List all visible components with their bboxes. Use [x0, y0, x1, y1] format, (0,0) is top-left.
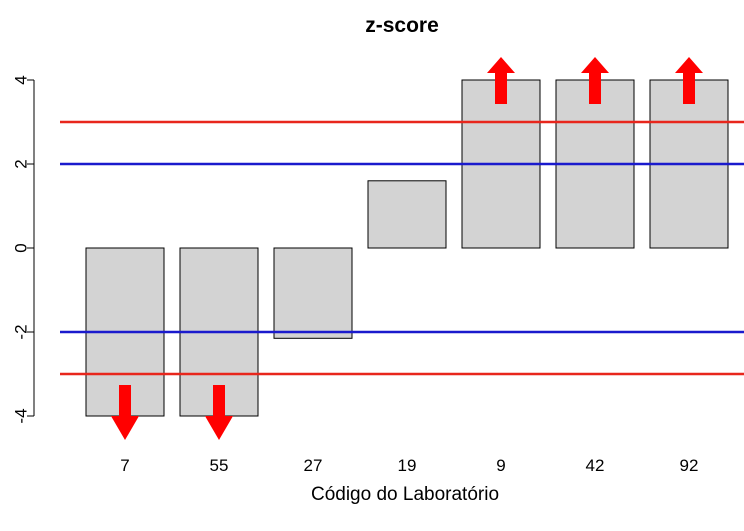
bar-27: [273, 247, 353, 339]
y-tick-label: 0: [12, 243, 31, 252]
x-tick-labels: 7 55 27 19 9 42 92: [120, 456, 698, 475]
arrow-down-7: [111, 385, 139, 440]
x-tick-label-55: 55: [210, 456, 229, 475]
bar-19: [367, 180, 447, 249]
x-tick-label-92: 92: [680, 456, 699, 475]
y-tick-label: -2: [12, 324, 31, 339]
arrow-up-9: [487, 57, 515, 104]
out-of-range-arrows: [111, 57, 703, 440]
x-tick-label-19: 19: [398, 456, 417, 475]
x-tick-label-9: 9: [496, 456, 505, 475]
arrow-down-55: [205, 385, 233, 440]
arrow-up-92: [675, 57, 703, 104]
bars: [85, 79, 729, 417]
x-tick-label-42: 42: [586, 456, 605, 475]
x-axis-title: Código do Laboratório: [311, 484, 499, 505]
y-axis-ticks: -4 -2 0 2 4: [12, 75, 34, 424]
x-tick-label-7: 7: [120, 456, 129, 475]
x-tick-label-27: 27: [304, 456, 323, 475]
y-tick-label: 4: [12, 75, 31, 84]
y-tick-label: 2: [12, 159, 31, 168]
y-tick-label: -4: [12, 408, 31, 423]
chart-title: z-score: [365, 14, 439, 37]
arrow-up-42: [581, 57, 609, 104]
reference-lines: [60, 120, 744, 376]
